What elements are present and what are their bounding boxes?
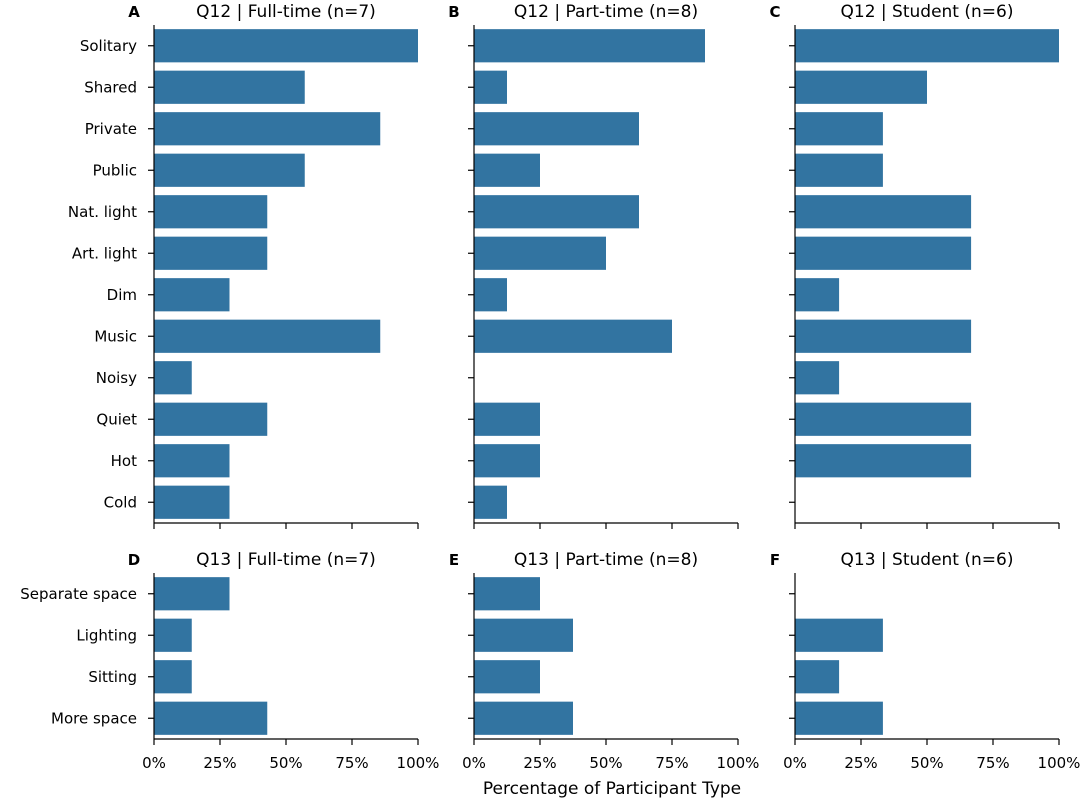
bar-separate-space [154, 577, 230, 611]
x-tick-label: 0% [783, 754, 807, 772]
bar-solitary [154, 29, 418, 63]
x-tick-label: 25% [203, 754, 236, 772]
x-tick-label: 50% [589, 754, 622, 772]
bar-sitting [474, 660, 540, 694]
x-tick-label: 50% [269, 754, 302, 772]
panel-b: Q12 | Part-time (n=8) B [448, 2, 739, 529]
bar-dim [795, 278, 840, 312]
y-tick-label: Sitting [88, 668, 137, 686]
panel-c: Q12 | Student (n=6) C [769, 2, 1060, 529]
x-tick-label: 75% [976, 754, 1009, 772]
panel-a: Solitary Shared Private Public Nat. light Art… [68, 2, 419, 529]
x-tick-label: 0% [462, 754, 486, 772]
panel-title: Q13 | Student (n=6) [841, 550, 1014, 570]
bar-public [154, 153, 305, 187]
bar-cold [154, 485, 230, 519]
bar-art-light [154, 236, 268, 270]
y-tick-label: Quiet [96, 410, 137, 428]
bar-art-light [474, 236, 606, 270]
bar-sitting [154, 660, 192, 694]
bar-cold [474, 485, 507, 519]
panel-title: Q12 | Part-time (n=8) [514, 2, 698, 22]
x-tick-label: 75% [655, 754, 688, 772]
bar-quiet [474, 402, 540, 436]
y-tick-label: Art. light [72, 244, 137, 262]
y-tick-label: Shared [84, 78, 137, 96]
x-tick-label: 25% [844, 754, 877, 772]
x-tick-label: 50% [910, 754, 943, 772]
panel-title: Q13 | Part-time (n=8) [514, 550, 698, 570]
bar-private [474, 112, 639, 146]
bar-lighting [795, 618, 883, 652]
bar-music [795, 319, 972, 353]
bar-lighting [474, 618, 573, 652]
panel-letter: B [448, 3, 459, 21]
bar-more-space [795, 701, 883, 735]
bar-quiet [154, 402, 268, 436]
bar-shared [154, 70, 305, 104]
panel-e: 0% 25% 50% 75% 100% Q13 | Part-time (n=8) E [449, 550, 760, 772]
bar-music [154, 319, 381, 353]
bar-lighting [154, 618, 192, 652]
bar-private [795, 112, 883, 146]
bar-hot [154, 444, 230, 478]
y-tick-label: Noisy [96, 369, 137, 387]
bar-solitary [474, 29, 705, 63]
y-tick-label: Lighting [76, 626, 137, 644]
bar-shared [474, 70, 507, 104]
panel-f: 0% 25% 50% 75% 100% Q13 | Student (n=6) F [770, 550, 1081, 772]
y-tick-label: More space [51, 709, 137, 727]
x-tick-label: 100% [1038, 754, 1081, 772]
bar-sitting [795, 660, 840, 694]
bar-solitary [795, 29, 1059, 63]
bar-music [474, 319, 672, 353]
panel-letter: C [769, 3, 780, 21]
y-tick-label: Cold [104, 493, 137, 511]
bar-hot [795, 444, 972, 478]
panel-letter: E [449, 551, 459, 569]
bar-public [795, 153, 883, 187]
bar-separate-space [474, 577, 540, 611]
bar-dim [474, 278, 507, 312]
bar-noisy [154, 361, 192, 395]
y-tick-label: Separate space [20, 585, 137, 603]
x-tick-label: 100% [717, 754, 760, 772]
bar-art-light [795, 236, 972, 270]
x-tick-label: 75% [335, 754, 368, 772]
y-tick-label: Music [94, 327, 137, 345]
panel-letter: D [128, 551, 140, 569]
y-tick-label: Dim [107, 286, 137, 304]
panel-d: Separate space Lighting Sitting More space 0… [20, 550, 439, 772]
shared-x-axis-label: Percentage of Participant Type [483, 779, 741, 799]
y-tick-label: Nat. light [68, 203, 137, 221]
bar-shared [795, 70, 927, 104]
panel-title: Q12 | Full-time (n=7) [196, 2, 376, 22]
panel-title: Q13 | Full-time (n=7) [196, 550, 376, 570]
y-tick-label: Public [93, 161, 137, 179]
y-tick-label: Hot [111, 452, 137, 470]
panel-title: Q12 | Student (n=6) [841, 2, 1014, 22]
x-tick-label: 0% [142, 754, 166, 772]
bar-noisy [795, 361, 840, 395]
bar-nat-light [154, 195, 268, 229]
bar-public [474, 153, 540, 187]
bar-nat-light [474, 195, 639, 229]
bar-dim [154, 278, 230, 312]
bar-more-space [154, 701, 268, 735]
x-tick-label: 25% [523, 754, 556, 772]
panel-letter: A [128, 3, 140, 21]
bar-private [154, 112, 381, 146]
bar-quiet [795, 402, 972, 436]
bar-more-space [474, 701, 573, 735]
panel-letter: F [770, 551, 780, 569]
x-tick-label: 100% [397, 754, 440, 772]
y-tick-label: Private [85, 120, 137, 138]
bar-hot [474, 444, 540, 478]
bar-nat-light [795, 195, 972, 229]
y-tick-label: Solitary [80, 37, 137, 55]
